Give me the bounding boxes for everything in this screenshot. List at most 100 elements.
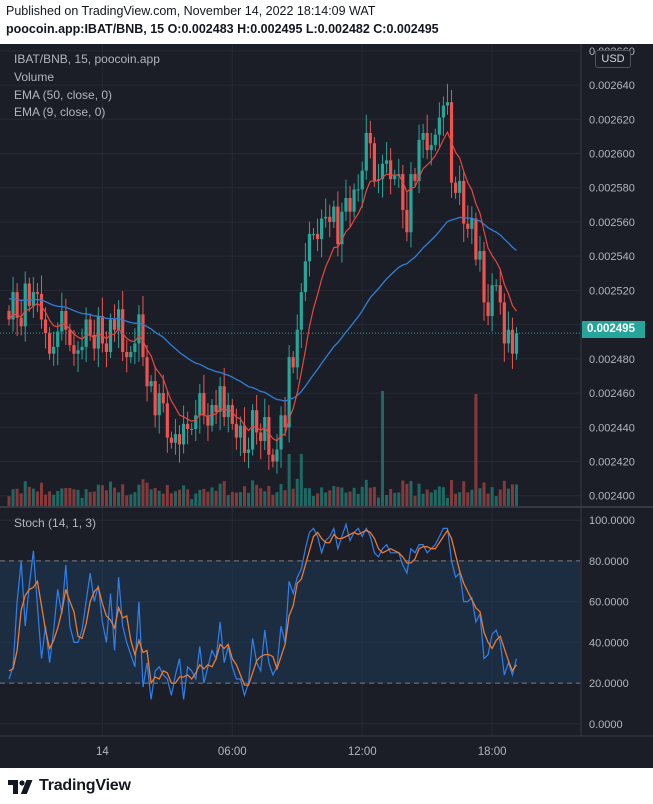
volume-bar <box>100 485 104 506</box>
volume-bar <box>291 488 295 506</box>
candle-body <box>393 175 397 180</box>
legend-volume: Volume <box>14 70 55 84</box>
volume-bar <box>161 493 165 506</box>
volume-bar <box>113 487 117 506</box>
candle-body <box>11 292 15 320</box>
candle-body <box>267 417 271 455</box>
candle-body <box>157 393 161 416</box>
candle-body <box>48 333 52 354</box>
candle-body <box>125 352 129 358</box>
volume-bar <box>64 487 68 506</box>
candle-body <box>64 310 68 330</box>
volume-bar <box>263 491 267 506</box>
candle-body <box>141 314 145 358</box>
published-line: Published on TradingView.com, November 1… <box>6 4 376 18</box>
candle-body <box>263 417 267 441</box>
price-tick-label: 0.002540 <box>589 251 635 263</box>
volume-bar <box>247 492 251 506</box>
volume-bar <box>206 491 210 506</box>
candle-body <box>214 405 218 412</box>
candle-body <box>340 211 344 245</box>
volume-bar <box>141 479 145 506</box>
chart-area[interactable]: 0.002400 0.002420 0.002440 0.002460 0.002480… <box>0 44 653 768</box>
volume-bar <box>397 492 401 506</box>
volume-bar <box>425 489 429 506</box>
volume-bar <box>72 489 76 506</box>
candle-body <box>210 405 214 426</box>
candle-body <box>19 317 23 327</box>
volume-bar <box>129 494 133 506</box>
candle-body <box>242 425 247 453</box>
candle-body <box>177 434 182 445</box>
candle-body <box>27 283 31 306</box>
candle-body <box>498 285 502 303</box>
candle-body <box>368 132 372 144</box>
price-tick-label: 0.002440 <box>589 422 635 434</box>
tradingview-logo[interactable]: TradingView <box>8 777 131 795</box>
candle-body <box>169 437 173 443</box>
volume-bar <box>344 492 348 506</box>
volume-bar <box>458 492 462 506</box>
price-tick-label: 0.002480 <box>589 354 635 366</box>
candle-body <box>218 386 222 412</box>
volume-bar <box>340 487 344 506</box>
volume-bar <box>210 487 214 506</box>
volume-bar <box>84 489 88 506</box>
volume-bar <box>470 489 474 506</box>
price-tick-label: 0.002520 <box>589 285 635 297</box>
candle-body <box>510 329 515 354</box>
volume-bar <box>510 484 514 506</box>
candle-body <box>470 218 474 229</box>
volume-bar <box>186 489 190 506</box>
volume-bar <box>437 486 441 506</box>
volume-bar <box>44 494 48 506</box>
volume-bar <box>433 489 437 506</box>
volume-bar <box>52 494 56 506</box>
candle-body <box>31 292 35 306</box>
stoch-tick-label: 60.0000 <box>589 597 629 609</box>
candle-body <box>52 346 56 354</box>
volume-bar <box>490 487 494 506</box>
candle-body <box>190 429 194 430</box>
volume-bar <box>506 488 510 506</box>
volume-bar <box>381 391 385 506</box>
volume-bar <box>348 491 352 506</box>
volume-bar <box>190 499 194 506</box>
volume-bar <box>324 492 328 506</box>
volume-bar <box>393 492 397 506</box>
candle-body <box>376 179 381 181</box>
candle-body <box>360 170 364 190</box>
volume-bar <box>117 492 121 506</box>
candle-body <box>186 423 190 429</box>
legend-title: IBAT/BNB, 15, poocoin.app <box>14 52 160 66</box>
volume-bar <box>109 481 112 506</box>
currency-button[interactable]: USD <box>595 50 631 68</box>
volume-bar <box>149 489 153 506</box>
candle-body <box>100 316 104 344</box>
candle-body <box>80 346 84 351</box>
volume-bar <box>230 491 234 506</box>
volume-bar <box>202 488 206 506</box>
volume-bar <box>121 484 125 506</box>
last-price-label: 0.002495 <box>582 321 645 338</box>
volume-bar <box>198 489 202 506</box>
volume-bar <box>474 394 478 506</box>
volume-bar <box>303 488 307 506</box>
volume-bar <box>372 486 376 506</box>
volume-bar <box>287 454 291 506</box>
chart-canvas[interactable]: 0.002400 0.002420 0.002440 0.002460 0.002480… <box>0 44 653 768</box>
candle-body <box>23 283 27 327</box>
candle-body <box>348 198 352 212</box>
candle-body <box>445 102 450 106</box>
volume-bar <box>320 487 324 506</box>
price-tick-label: 0.002400 <box>589 491 635 503</box>
candle-body <box>506 329 510 344</box>
volume-bar <box>401 480 405 506</box>
candle-body <box>194 415 198 429</box>
price-tick-label: 0.002580 <box>589 183 635 195</box>
price-tick-label: 0.002420 <box>589 457 635 469</box>
volume-bar <box>242 486 246 506</box>
candle-body <box>303 261 307 293</box>
candle-body <box>364 132 368 171</box>
candle-body <box>425 132 429 151</box>
